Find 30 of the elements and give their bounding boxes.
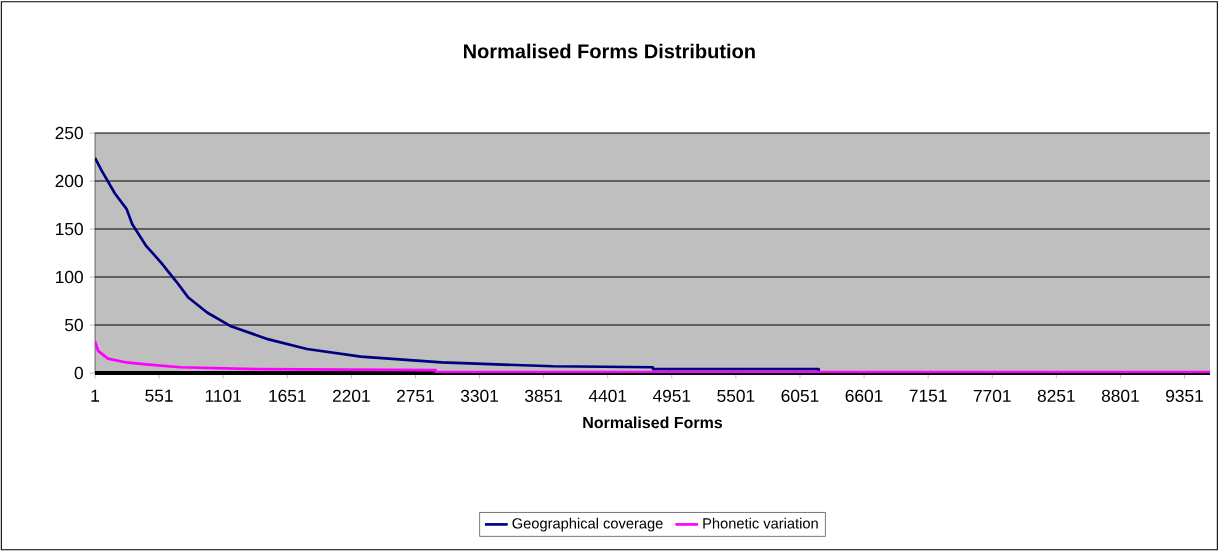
x-tick-label: 5501	[717, 389, 755, 402]
legend-label: Geographical coverage	[512, 517, 663, 532]
x-tick-label: 1101	[205, 389, 241, 402]
x-tick-label: 7151	[909, 389, 947, 402]
x-tick-label: 8801	[1101, 389, 1139, 402]
y-tick-label: 200	[55, 174, 83, 188]
x-tick-label: 6051	[781, 389, 819, 402]
x-tick-label: 8251	[1037, 389, 1075, 402]
y-tick-label: 0	[74, 366, 83, 380]
x-tick-label: 1651	[269, 389, 306, 402]
x-axis-title: Normalised Forms	[583, 416, 723, 429]
x-tick-label: 9351	[1166, 389, 1203, 402]
y-tick-label: 50	[65, 318, 83, 332]
legend-label: Phonetic variation	[703, 517, 818, 529]
x-tick-label: 3301	[460, 389, 498, 402]
x-tick-label: 4401	[588, 389, 627, 402]
x-tick-label: 2201	[332, 389, 370, 402]
y-tick-label: 250	[55, 126, 83, 140]
x-tick-label: 2751	[397, 389, 434, 402]
line-series	[95, 339, 1211, 373]
y-tick-label: 150	[56, 222, 83, 236]
x-tick-label: 551	[145, 389, 173, 402]
chart-title: Normalised Forms Distribution	[464, 43, 755, 59]
line-series	[95, 156, 821, 373]
x-tick-label: 1	[91, 389, 99, 402]
x-tick-label: 7701	[973, 389, 1011, 402]
x-tick-label: 3851	[525, 389, 563, 402]
x-tick-label: 6601	[845, 389, 883, 402]
y-tick-label: 100	[56, 270, 83, 284]
x-tick-label: 4951	[652, 389, 691, 402]
